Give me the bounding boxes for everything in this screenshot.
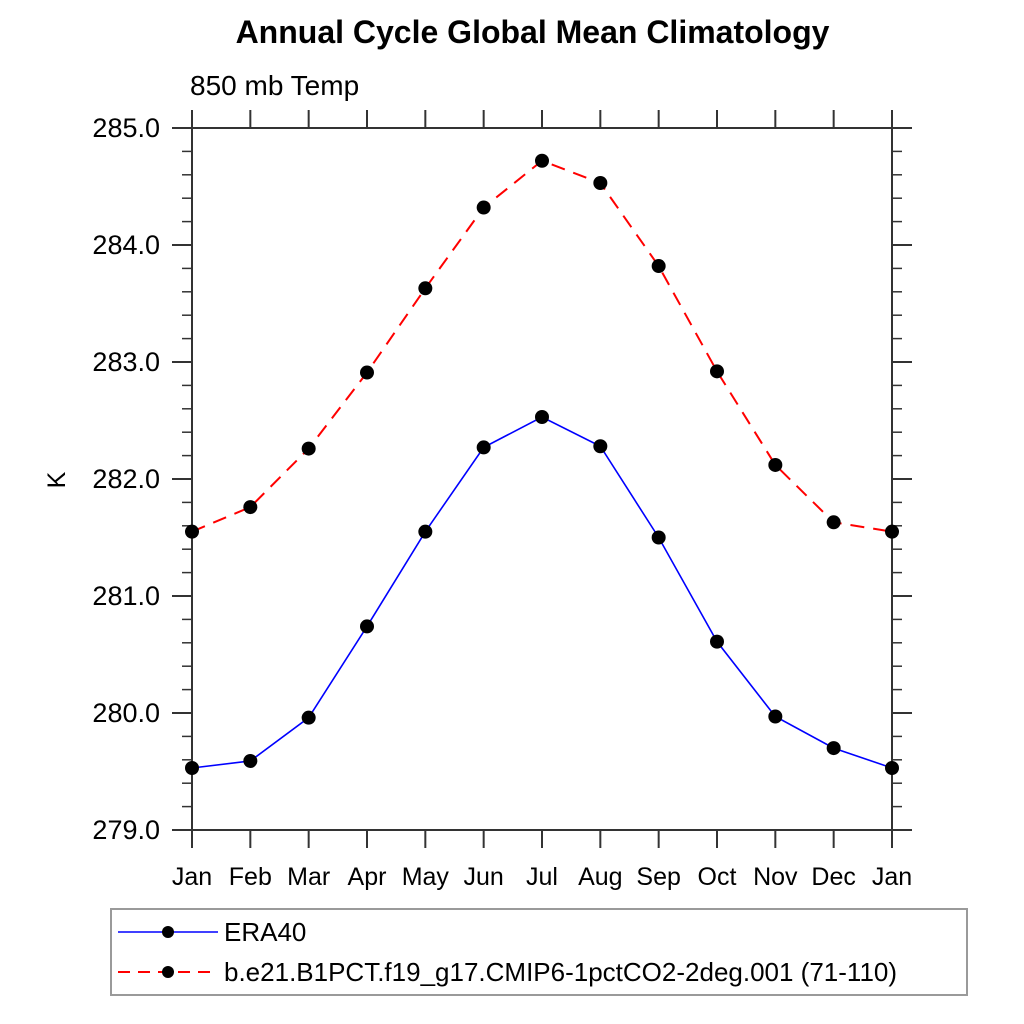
y-tick-label: 285.0 xyxy=(92,113,160,143)
y-tick-label: 281.0 xyxy=(92,581,160,611)
data-point-cmip6 xyxy=(535,153,549,168)
y-tick-label: 279.0 xyxy=(92,815,160,845)
data-point-cmip6 xyxy=(593,175,608,190)
x-tick-label: Apr xyxy=(348,863,387,891)
data-point-era40 xyxy=(476,440,491,455)
series-line-cmip6 xyxy=(191,159,893,533)
y-tick-label: 282.0 xyxy=(92,464,160,494)
data-point-era40 xyxy=(593,439,608,454)
x-tick-label: Feb xyxy=(229,863,272,891)
data-point-cmip6 xyxy=(710,364,724,379)
x-tick-label: Sep xyxy=(636,863,680,891)
x-tick-label: Nov xyxy=(753,863,798,891)
legend-label-cmip6: b.e21.B1PCT.f19_g17.CMIP6-1pctCO2-2deg.0… xyxy=(224,956,898,987)
data-point-era40 xyxy=(885,760,899,775)
x-tick-label: Jan xyxy=(172,863,212,891)
data-point-era40 xyxy=(301,710,316,725)
data-point-cmip6 xyxy=(885,524,899,539)
data-point-cmip6 xyxy=(301,441,316,456)
y-tick-label: 284.0 xyxy=(92,230,160,260)
legend-box: ERA40 b.e21.B1PCT.f19_g17.CMIP6-1pctCO2-… xyxy=(110,908,968,996)
chart-title: Annual Cycle Global Mean Climatology xyxy=(235,14,830,50)
x-tick-label: Mar xyxy=(287,863,330,891)
x-tick-label: May xyxy=(402,863,450,891)
data-point-cmip6 xyxy=(243,500,258,515)
data-point-cmip6 xyxy=(185,524,199,539)
data-point-era40 xyxy=(826,741,841,756)
legend-label-era40: ERA40 xyxy=(224,916,307,947)
plot-frame xyxy=(191,127,893,831)
x-tick-label: Jul xyxy=(526,863,558,891)
data-point-era40 xyxy=(651,530,666,545)
data-point-cmip6 xyxy=(768,457,783,472)
chart-subtitle: 850 mb Temp xyxy=(190,70,360,101)
y-tick-label: 283.0 xyxy=(92,347,160,377)
legend-sample-marker xyxy=(162,926,174,938)
data-point-era40 xyxy=(710,634,724,649)
cmip6-line-sample xyxy=(118,966,218,978)
y-tick-label: 280.0 xyxy=(92,698,160,728)
data-point-cmip6 xyxy=(418,281,433,296)
data-point-era40 xyxy=(360,619,374,634)
legend-row-cmip6: b.e21.B1PCT.f19_g17.CMIP6-1pctCO2-2deg.0… xyxy=(118,957,966,987)
data-point-cmip6 xyxy=(476,200,491,215)
legend-row-era40: ERA40 xyxy=(118,917,966,947)
data-point-cmip6 xyxy=(360,365,374,380)
x-tick-label: Aug xyxy=(578,863,622,891)
data-point-cmip6 xyxy=(651,259,666,274)
data-point-era40 xyxy=(185,760,199,775)
x-tick-label: Dec xyxy=(811,863,855,891)
data-point-era40 xyxy=(535,409,549,424)
series-line-era40 xyxy=(191,416,893,769)
x-tick-label: Oct xyxy=(698,863,737,891)
data-point-cmip6 xyxy=(826,515,841,530)
x-tick-label: Jun xyxy=(464,863,504,891)
data-point-era40 xyxy=(768,709,783,724)
era40-line-sample xyxy=(118,926,218,938)
legend-sample-marker xyxy=(162,966,174,978)
x-tick-label: Jan xyxy=(872,863,912,891)
data-point-era40 xyxy=(418,524,433,539)
data-point-era40 xyxy=(243,753,258,768)
